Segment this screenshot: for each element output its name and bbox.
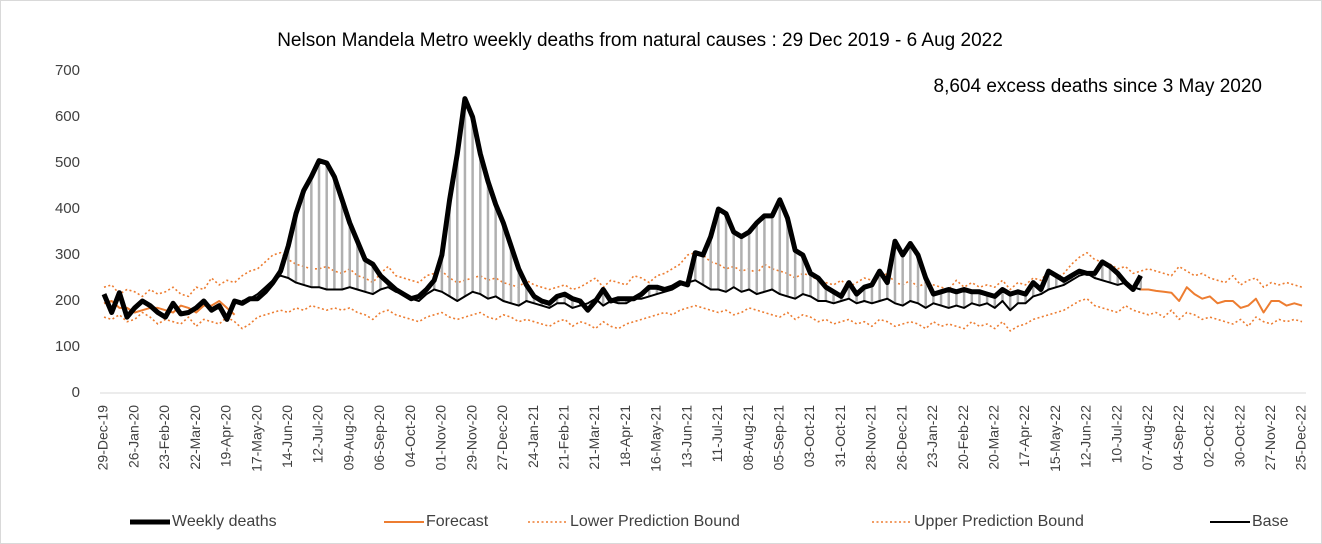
series-line [241, 272, 1141, 312]
x-tick-label: 04-Oct-20 [402, 405, 418, 467]
x-tick-label: 04-Sep-22 [1170, 405, 1186, 471]
x-tick-label: 08-Aug-21 [740, 405, 756, 471]
y-tick-label: 200 [55, 292, 80, 309]
x-tick-label: 30-Oct-22 [1231, 405, 1247, 467]
x-tick-label: 12-Jun-22 [1078, 405, 1094, 468]
y-tick-label: 400 [55, 200, 80, 217]
x-tick-label: 17-May-20 [248, 405, 264, 472]
x-tick-label: 13-Jun-21 [678, 405, 694, 468]
x-tick-label: 27-Nov-22 [1262, 405, 1278, 471]
annotation: 8,604 excess deaths since 3 May 2020 [934, 76, 1262, 97]
x-tick-label: 14-Jun-20 [279, 405, 295, 468]
x-tick-label: 05-Sep-21 [770, 405, 786, 471]
legend-label: Lower Prediction Bound [570, 513, 740, 530]
x-tick-label: 31-Oct-21 [832, 405, 848, 467]
x-tick-label: 28-Nov-21 [863, 405, 879, 471]
x-tick-label: 24-Jan-21 [525, 405, 541, 468]
y-tick-label: 600 [55, 108, 80, 125]
x-tick-label: 20-Mar-22 [986, 405, 1002, 470]
x-tick-label: 18-Apr-21 [617, 405, 633, 467]
y-tick-label: 0 [72, 384, 80, 401]
x-tick-label: 15-May-22 [1047, 405, 1063, 472]
x-tick-label: 06-Sep-20 [371, 405, 387, 471]
x-tick-label: 27-Dec-20 [494, 405, 510, 471]
x-tick-label: 29-Nov-20 [463, 405, 479, 471]
chart-title: Nelson Mandela Metro weekly deaths from … [277, 30, 1003, 51]
x-tick-label: 23-Feb-20 [156, 405, 172, 470]
x-tick-label: 17-Apr-22 [1016, 405, 1032, 467]
x-tick-label: 23-Jan-22 [924, 405, 940, 468]
x-tick-label: 25-Dec-22 [1293, 405, 1309, 471]
x-tick-label: 26-Dec-21 [893, 405, 909, 471]
legend-label: Base [1252, 513, 1289, 530]
y-tick-label: 300 [55, 246, 80, 263]
x-tick-label: 07-Aug-22 [1139, 405, 1155, 471]
x-tick-label: 29-Dec-19 [95, 405, 111, 471]
x-tick-label: 11-Jul-21 [709, 405, 725, 463]
x-tick-label: 26-Jan-20 [125, 405, 141, 468]
x-tick-label: 12-Jul-20 [310, 405, 326, 464]
x-tick-label: 20-Feb-22 [955, 405, 971, 470]
x-tick-label: 19-Apr-20 [218, 405, 234, 467]
y-tick-label: 700 [55, 62, 80, 79]
x-tick-label: 03-Oct-21 [801, 405, 817, 467]
x-tick-label: 10-Jul-22 [1108, 405, 1124, 464]
x-tick-label: 21-Feb-21 [555, 405, 571, 470]
x-tick-label: 02-Oct-22 [1201, 405, 1217, 467]
x-tick-label: 21-Mar-21 [586, 405, 602, 470]
legend-label: Weekly deaths [172, 513, 277, 530]
legend-label: Forecast [426, 513, 489, 530]
legend-label: Upper Prediction Bound [914, 513, 1084, 530]
x-tick-label: 22-Mar-20 [187, 405, 203, 470]
x-tick-label: 16-May-21 [648, 405, 664, 472]
series-line [101, 96, 1143, 322]
y-tick-label: 500 [55, 154, 80, 171]
x-tick-label: 09-Aug-20 [340, 405, 356, 471]
x-tick-label: 01-Nov-20 [433, 405, 449, 471]
y-tick-label: 100 [55, 338, 80, 355]
